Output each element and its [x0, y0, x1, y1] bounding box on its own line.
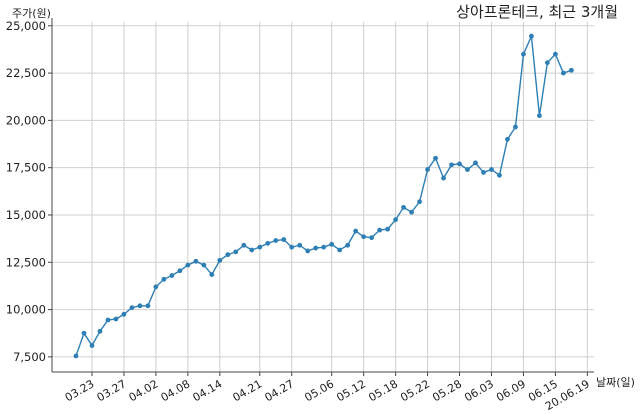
data-point	[505, 136, 510, 142]
data-point	[369, 235, 375, 241]
data-point	[481, 170, 486, 175]
data-point	[425, 167, 430, 172]
data-point	[560, 70, 566, 76]
x-tick-label: 04.21	[230, 377, 264, 404]
data-point	[257, 244, 263, 250]
data-point	[265, 240, 271, 246]
y-tick-label: 10,000	[6, 303, 46, 317]
data-point	[169, 273, 175, 278]
data-point	[337, 247, 343, 253]
data-point	[433, 155, 438, 161]
data-point	[409, 209, 414, 215]
y-axis-label: 주가(원)	[12, 7, 51, 20]
x-tick-label: 05.22	[398, 377, 432, 404]
data-point	[273, 238, 279, 243]
data-point	[321, 244, 327, 250]
data-point	[457, 161, 462, 167]
data-point	[225, 252, 231, 258]
data-point	[401, 205, 406, 210]
data-point	[145, 303, 151, 309]
data-point	[153, 284, 159, 290]
data-point	[97, 328, 103, 334]
data-point	[329, 241, 335, 247]
data-point	[513, 124, 518, 130]
y-tick-label: 12,500	[6, 255, 46, 269]
data-point	[313, 245, 319, 251]
x-axis-label: 날짜(일)	[596, 375, 635, 389]
data-point	[568, 67, 574, 73]
x-tick-label: 04.14	[191, 377, 225, 404]
price-series-line	[75, 33, 572, 357]
data-point	[241, 242, 247, 248]
data-point	[385, 226, 391, 232]
data-point	[121, 311, 127, 317]
series-group	[73, 33, 574, 359]
y-tick-label: 25,000	[6, 19, 46, 33]
data-point	[537, 113, 542, 119]
data-point	[105, 317, 111, 323]
y-tick-label: 22,500	[6, 66, 46, 80]
data-point	[161, 276, 167, 282]
data-point	[217, 257, 223, 263]
x-tick-label: 05.12	[334, 377, 368, 404]
data-point	[417, 199, 422, 205]
data-point	[209, 272, 215, 277]
data-point	[465, 167, 470, 172]
data-point	[545, 60, 550, 66]
data-point	[233, 249, 239, 255]
x-tick-label: 06.09	[494, 377, 528, 404]
data-point	[113, 316, 119, 322]
data-point	[305, 248, 311, 254]
data-point	[185, 262, 191, 268]
data-point	[529, 33, 534, 39]
y-tick-label: 20,000	[6, 113, 46, 127]
axes	[51, 18, 594, 373]
data-point	[81, 330, 87, 336]
data-point	[137, 303, 143, 309]
x-tick-label: 05.06	[302, 377, 336, 404]
x-tick-label: 05.28	[430, 377, 464, 404]
grid-lines	[52, 22, 594, 372]
data-point	[393, 217, 398, 223]
data-point	[521, 51, 526, 57]
x-tick-label: 03.23	[63, 377, 97, 404]
data-point	[289, 244, 295, 250]
data-point	[353, 228, 359, 234]
data-point	[249, 247, 255, 253]
data-point	[193, 258, 199, 264]
x-tick-label: 06.03	[462, 377, 496, 404]
data-point	[89, 343, 95, 348]
data-point	[553, 51, 558, 57]
data-point	[449, 162, 454, 168]
y-tick-label: 17,500	[6, 161, 46, 175]
data-point	[201, 262, 207, 268]
y-tick-label: 15,000	[6, 208, 46, 222]
data-point	[73, 353, 79, 359]
data-point	[281, 237, 287, 242]
x-tick-label: 05.18	[366, 377, 400, 404]
data-point	[441, 175, 446, 181]
data-point	[297, 242, 303, 248]
data-point	[361, 234, 367, 240]
x-tick-label: 03.27	[95, 377, 129, 404]
data-point	[497, 172, 502, 178]
data-point	[345, 242, 351, 248]
data-point	[129, 305, 135, 311]
x-tick-label: 04.27	[262, 377, 296, 404]
data-point	[177, 268, 183, 274]
chart-title: 상아프론테크, 최근 3개월	[456, 3, 618, 21]
y-axis-ticks: 7,500 10,000 12,500 15,000 17,500 20,000 22,50…	[6, 19, 52, 364]
y-tick-label: 7,500	[13, 350, 46, 364]
data-point	[489, 167, 494, 172]
x-tick-label: 04.02	[127, 377, 161, 404]
data-point	[473, 160, 478, 166]
x-tick-label: 04.08	[159, 377, 193, 404]
data-point	[377, 227, 383, 233]
